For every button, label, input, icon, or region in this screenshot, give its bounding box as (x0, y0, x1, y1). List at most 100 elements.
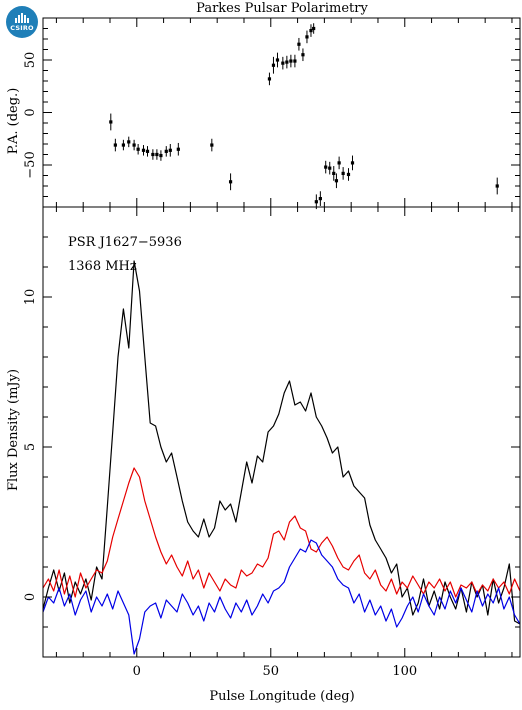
pa-point (350, 155, 355, 171)
pa-marker (168, 148, 172, 152)
y-tick-label: 50 (23, 52, 38, 69)
pa-point (141, 145, 146, 156)
pa-point (289, 54, 293, 68)
pa-marker (151, 152, 155, 157)
logo-bars-icon (15, 13, 29, 23)
pa-point (334, 173, 339, 189)
pa-marker (155, 152, 159, 157)
linear-polarization-line (42, 467, 521, 598)
pa-point (210, 138, 214, 152)
flux-xlabel: Pulse Longitude (deg) (209, 689, 354, 704)
pa-point (285, 55, 289, 69)
frequency-annotation: 1368 MHz (68, 259, 137, 274)
pa-marker (267, 77, 272, 81)
pa-marker (275, 58, 280, 62)
flux-series-group (42, 260, 521, 655)
pa-marker (350, 161, 355, 165)
pa-marker (271, 63, 276, 67)
pa-point (159, 150, 163, 161)
pa-marker (301, 53, 305, 57)
circular-polarization-line (42, 539, 521, 655)
pa-point (312, 23, 316, 34)
pa-marker (312, 26, 316, 31)
pa-marker (346, 172, 351, 177)
y-tick-label: 0 (23, 593, 38, 601)
flux-ylabel: Flux Density (mJy) (6, 369, 21, 491)
pa-marker (141, 148, 146, 152)
figure-title: Parkes Pulsar Polarimetry (196, 1, 368, 16)
pa-point (267, 72, 272, 86)
pa-point (155, 149, 159, 160)
pa-marker (281, 61, 285, 65)
pa-marker (210, 143, 214, 147)
pa-marker (305, 35, 309, 39)
pa-point (228, 173, 233, 191)
pa-point (341, 167, 345, 180)
pa-marker (297, 42, 301, 46)
x-tick-label: 50 (263, 664, 280, 679)
y-tick-label: 0 (23, 108, 38, 116)
pa-marker (328, 166, 332, 170)
pa-point (151, 149, 155, 160)
pa-point (346, 168, 351, 181)
pa-points-group (109, 23, 499, 210)
pa-marker (337, 161, 341, 165)
pa-marker (127, 140, 131, 144)
pa-point (309, 24, 313, 37)
pa-point (136, 144, 140, 155)
pa-point (495, 177, 499, 195)
pa-point (293, 54, 297, 68)
pa-marker (132, 143, 136, 147)
pa-marker (293, 59, 297, 63)
pa-marker (113, 143, 117, 147)
psr-annotation: PSR J1627−5936 (68, 235, 182, 250)
pa-point (275, 52, 280, 68)
total-intensity-line (42, 260, 521, 625)
y-tick-label: 10 (23, 289, 38, 306)
pa-marker (289, 59, 293, 63)
pa-point (301, 48, 305, 62)
pa-point (271, 56, 276, 74)
pa-point (109, 113, 113, 131)
pa-point (324, 160, 328, 174)
pa-point (297, 37, 301, 51)
csiro-logo-icon: CSIRO (6, 6, 38, 38)
pa-marker (121, 143, 125, 147)
axes-frame (42, 17, 521, 208)
pa-point (113, 138, 117, 152)
pa-marker (109, 120, 113, 124)
pa-point (337, 156, 341, 170)
position-angle-panel: −50 0 50 P.A. (deg.) (6, 17, 521, 210)
pa-point (127, 136, 131, 148)
pa-marker (176, 147, 180, 151)
pa-point (318, 191, 322, 206)
pa-marker (495, 184, 499, 188)
x-tick-label: 0 (133, 664, 141, 679)
pa-point (176, 142, 180, 156)
pa-marker (334, 179, 339, 183)
pa-point (305, 30, 309, 44)
y-tick-label: 5 (23, 443, 38, 451)
pa-marker (332, 171, 336, 175)
pa-marker (228, 180, 233, 184)
pa-point (332, 166, 336, 181)
pa-marker (318, 197, 322, 201)
pa-marker (164, 149, 168, 153)
logo-text: CSIRO (10, 24, 34, 32)
pa-marker (324, 165, 328, 169)
pa-marker (145, 149, 150, 153)
x-tick-label: 100 (392, 664, 417, 679)
axes-frame (42, 206, 521, 658)
pa-point (168, 144, 172, 157)
pa-point (328, 161, 332, 175)
pa-point (132, 139, 136, 151)
pa-axes: −50 0 50 (23, 17, 521, 208)
y-tick-label: −50 (23, 151, 38, 178)
pa-marker (314, 200, 318, 204)
pa-point (121, 139, 125, 151)
pa-marker (285, 60, 289, 64)
pa-ylabel: P.A. (deg.) (6, 88, 21, 155)
